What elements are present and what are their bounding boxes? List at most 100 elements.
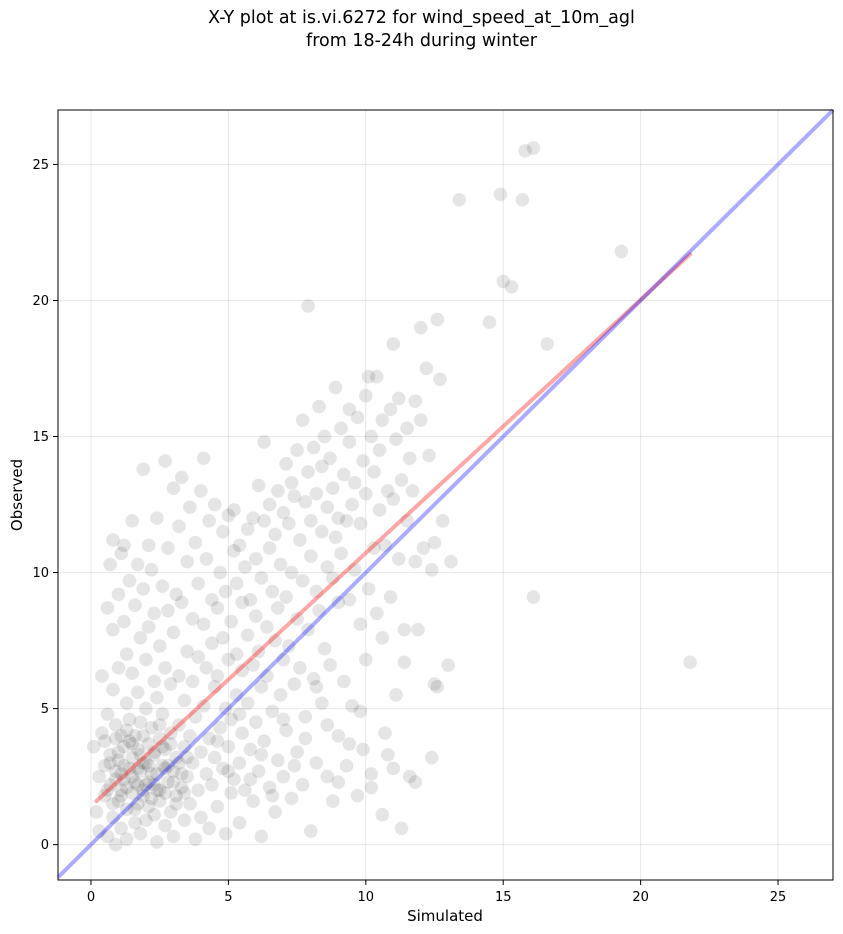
- data-point: [152, 731, 167, 746]
- data-point: [290, 443, 304, 457]
- data-point: [526, 141, 541, 155]
- data-point: [125, 786, 140, 800]
- data-point: [152, 718, 167, 732]
- data-point: [111, 587, 126, 602]
- data-point: [309, 680, 324, 694]
- data-point: [100, 783, 115, 798]
- data-point: [117, 739, 131, 754]
- data-point: [326, 481, 340, 495]
- x-tick-label: 10: [358, 890, 375, 905]
- y-axis-label: Observed: [8, 459, 26, 531]
- data-point: [240, 522, 255, 536]
- data-point: [367, 541, 381, 555]
- data-point: [235, 726, 249, 740]
- data-point: [166, 829, 181, 844]
- data-point: [130, 761, 145, 776]
- data-point: [108, 731, 123, 746]
- data-point: [427, 677, 442, 691]
- data-point: [133, 631, 148, 645]
- data-point: [169, 797, 183, 811]
- data-point: [117, 614, 131, 629]
- data-point: [210, 601, 225, 615]
- data-point: [141, 737, 156, 751]
- data-point: [337, 467, 351, 482]
- data-point: [199, 552, 214, 566]
- data-point: [394, 473, 409, 487]
- data-point: [683, 655, 697, 670]
- data-point: [331, 728, 346, 743]
- data-point: [257, 734, 271, 749]
- data-point: [416, 541, 431, 555]
- data-point: [213, 565, 227, 580]
- data-point: [295, 573, 310, 588]
- data-point: [515, 192, 530, 207]
- data-point: [125, 514, 140, 528]
- data-point: [359, 652, 373, 667]
- data-point: [320, 769, 335, 784]
- data-point: [161, 775, 175, 789]
- data-point: [320, 560, 335, 574]
- data-point: [306, 671, 321, 686]
- data-point: [238, 783, 252, 798]
- data-point: [350, 788, 365, 803]
- data-point: [348, 563, 362, 577]
- data-point: [232, 816, 247, 830]
- data-point: [397, 655, 412, 670]
- data-point: [284, 791, 299, 806]
- data-point: [364, 780, 379, 795]
- data-point: [367, 465, 381, 479]
- data-point: [106, 682, 120, 697]
- data-point: [433, 372, 447, 387]
- data-point: [348, 475, 362, 490]
- data-point: [304, 549, 318, 564]
- data-point: [334, 421, 348, 436]
- data-point: [122, 761, 137, 776]
- data-point: [279, 723, 293, 738]
- data-point: [114, 788, 129, 803]
- chart-title-line1: X-Y plot at is.vi.6272 for wind_speed_at…: [208, 8, 635, 28]
- data-point: [293, 660, 307, 675]
- data-point: [301, 622, 315, 637]
- data-point: [86, 739, 101, 754]
- data-point: [249, 552, 263, 566]
- data-point: [216, 761, 230, 776]
- data-point: [141, 758, 156, 773]
- data-point: [117, 772, 131, 787]
- data-point: [309, 584, 324, 599]
- data-point: [125, 769, 140, 784]
- data-point: [301, 465, 315, 479]
- data-point: [196, 699, 211, 713]
- data-point: [161, 603, 175, 618]
- data-point: [496, 274, 511, 289]
- y-tick-label: 15: [32, 430, 49, 445]
- data-point: [276, 712, 291, 727]
- data-point: [119, 696, 134, 710]
- data-point: [205, 777, 219, 792]
- data-point: [290, 745, 304, 759]
- data-point: [125, 737, 140, 751]
- data-point: [144, 767, 159, 781]
- data-point: [315, 696, 329, 710]
- data-point: [265, 704, 280, 719]
- data-point: [210, 799, 225, 814]
- data-point: [298, 731, 313, 746]
- data-point: [139, 777, 153, 792]
- data-point: [232, 756, 247, 770]
- data-point: [276, 652, 291, 667]
- data-point: [108, 718, 123, 732]
- data-point: [315, 524, 329, 539]
- data-point: [422, 448, 436, 463]
- data-point: [141, 799, 156, 814]
- data-point: [312, 399, 326, 414]
- data-point: [342, 737, 357, 751]
- data-point: [103, 748, 118, 762]
- data-point: [383, 590, 398, 604]
- data-point: [389, 688, 403, 702]
- data-point: [207, 750, 222, 765]
- data-point: [205, 636, 219, 651]
- chart-title-line2: from 18-24h during winter: [306, 31, 537, 51]
- data-point: [279, 590, 293, 604]
- data-point: [191, 783, 205, 798]
- data-point: [293, 533, 307, 547]
- data-point: [408, 775, 423, 789]
